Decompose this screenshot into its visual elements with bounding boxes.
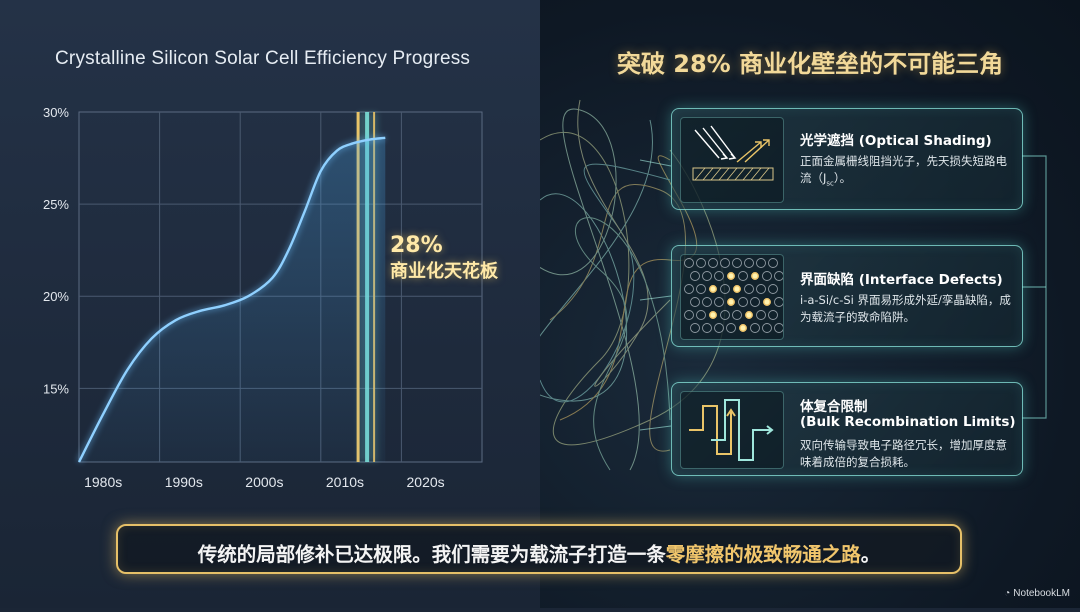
bottom-message: 传统的局部修补已达极限。我们需要为载流子打造一条零摩擦的极致畅通之路。 (118, 538, 960, 567)
lattice-node (732, 258, 742, 268)
lattice-node (714, 271, 724, 281)
lattice-node (702, 271, 712, 281)
brand-label: NotebookLM (1013, 588, 1070, 599)
lattice-node (702, 323, 712, 333)
lattice-node (684, 258, 694, 268)
defect-dot (709, 285, 717, 293)
lattice-node (690, 297, 700, 307)
card-optical-shading-body: 正面金属栅线阻挡光子，先天损失短路电流（Jsc）。 (800, 153, 1012, 192)
brand-watermark: ◔ NotebookLM (1004, 588, 1070, 599)
ceiling-annotation: 28% 商业化天花板 (390, 233, 498, 285)
x-tick-label: 1980s (84, 474, 122, 490)
optical-shading-icon (680, 117, 784, 203)
x-tick-label: 1990s (165, 474, 203, 490)
lattice-node (720, 284, 730, 294)
lattice-node (684, 284, 694, 294)
card-interface-defects: 界面缺陷 (Interface Defects) i-a-Si/c-Si 界面易… (671, 245, 1023, 347)
connector-bracket (1022, 155, 1047, 419)
lattice-node (756, 310, 766, 320)
lattice-node (720, 258, 730, 268)
lattice-node (768, 284, 778, 294)
lattice-node (690, 271, 700, 281)
x-axis-ticks: 1980s 1990s 2000s 2010s 2020s (84, 474, 445, 490)
lattice-node (756, 284, 766, 294)
notebooklm-icon: ◔ (1004, 588, 1011, 599)
x-tick-label: 2020s (407, 474, 445, 490)
lattice-node (696, 310, 706, 320)
lattice-node (690, 323, 700, 333)
lattice-node (708, 258, 718, 268)
lattice-node (750, 323, 760, 333)
tangled-paths-background (521, 99, 726, 471)
card-bulk-recombination: 体复合限制 (Bulk Recombination Limits) 双向传输导致… (671, 382, 1023, 476)
defect-dot (727, 298, 735, 306)
defect-dot (739, 324, 747, 332)
card-optical-shading-body-text: 正面金属栅线阻挡光子，先天损失短路电流（J (800, 154, 1007, 185)
efficiency-area (79, 137, 386, 462)
lattice-node (768, 310, 778, 320)
chart-title: Crystalline Silicon Solar Cell Efficienc… (55, 48, 471, 69)
y-axis-ticks: 30% 25% 20% 15% (43, 105, 69, 396)
card-optical-shading-body-end: ）。 (833, 171, 852, 185)
card-interface-defects-body: i-a-Si/c-Si 界面易形成外延/孪晶缺陷，成为载流子的致命陷阱。 (800, 293, 1011, 324)
efficiency-line (77, 136, 386, 463)
lattice-node (696, 284, 706, 294)
card-optical-shading-title: 光学遮挡 (Optical Shading) (800, 133, 992, 149)
lattice-node (768, 258, 778, 268)
bottom-message-box: 传统的局部修补已达极限。我们需要为载流子打造一条零摩擦的极致畅通之路。 (116, 524, 962, 574)
lattice-node (774, 297, 783, 307)
lattice-node (774, 323, 783, 333)
y-tick-label: 25% (43, 197, 69, 212)
lattice-node (744, 258, 754, 268)
card-bulk-recombination-body: 双向传输导致电子路径冗长，增加厚度意味着成倍的复合损耗。 (800, 438, 1007, 469)
card-bulk-recombination-subtitle: (Bulk Recombination Limits) (800, 414, 1016, 430)
defect-dot (727, 272, 735, 280)
lattice-node (738, 297, 748, 307)
lattice-node (774, 271, 783, 281)
defect-dot (751, 272, 759, 280)
lattice-node (756, 258, 766, 268)
card-bulk-recombination-title: 体复合限制 (800, 399, 868, 415)
interface-defects-icon (680, 254, 784, 340)
lattice-node (732, 310, 742, 320)
defect-dot (763, 298, 771, 306)
x-tick-label: 2010s (326, 474, 364, 490)
lattice-node (684, 310, 694, 320)
lattice-node (744, 284, 754, 294)
efficiency-chart: 30% 25% 20% 15% 1980s 1990s 2000s 2010s 2020s (43, 105, 483, 490)
card-optical-shading: 光学遮挡 (Optical Shading) 正面金属栅线阻挡光子，先天损失短路… (671, 108, 1023, 210)
card-optical-shading-body-sub: sc (826, 179, 834, 188)
defect-dot (733, 285, 741, 293)
lattice-node (714, 323, 724, 333)
lattice-node (762, 271, 772, 281)
lattice-node (738, 271, 748, 281)
ceiling-percent: 28% (390, 233, 443, 258)
lattice-node (726, 323, 736, 333)
lattice-node (702, 297, 712, 307)
defect-dot (745, 311, 753, 319)
right-title: 突破 28% 商业化壁垒的不可能三角 (616, 50, 1004, 78)
bottom-message-highlight: 零摩擦的极致畅通之路 (665, 543, 861, 566)
defect-dot (709, 311, 717, 319)
y-tick-label: 20% (43, 289, 69, 304)
lattice-node (714, 297, 724, 307)
y-tick-label: 30% (43, 105, 69, 120)
lattice-node (696, 258, 706, 268)
card-interface-defects-title: 界面缺陷 (Interface Defects) (800, 272, 1003, 288)
bulk-recombination-icon (680, 391, 784, 469)
lattice-node (720, 310, 730, 320)
lattice-node (762, 323, 772, 333)
x-tick-label: 2000s (245, 474, 283, 490)
y-tick-label: 15% (43, 381, 69, 396)
lattice-node (750, 297, 760, 307)
ceiling-label: 商业化天花板 (390, 261, 498, 282)
bottom-message-end: 。 (860, 543, 881, 566)
bottom-message-text: 传统的局部修补已达极限。我们需要为载流子打造一条 (197, 543, 666, 566)
